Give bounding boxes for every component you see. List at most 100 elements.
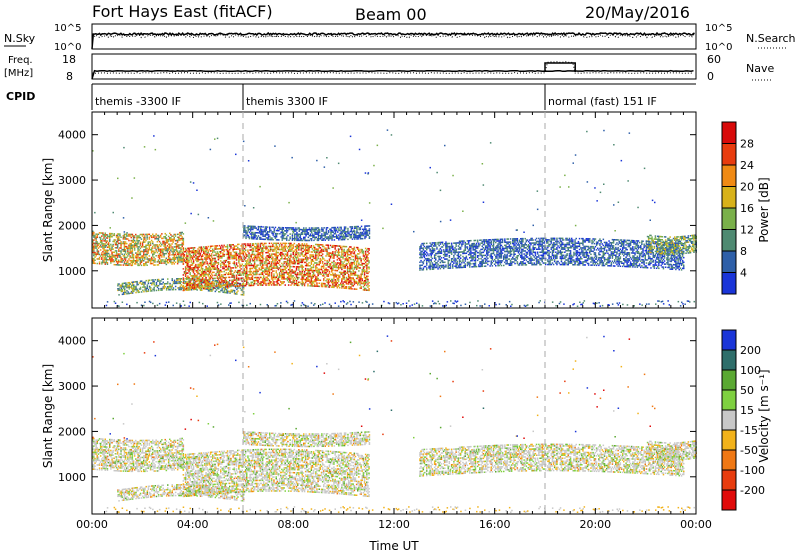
power-pixel bbox=[204, 286, 206, 289]
power-pixel bbox=[246, 277, 248, 279]
power-pixel bbox=[316, 250, 318, 252]
power-pixel bbox=[123, 236, 126, 239]
power-pixel bbox=[428, 267, 430, 269]
power-pixel bbox=[360, 285, 362, 288]
power-pixel bbox=[152, 259, 154, 262]
power-pixel bbox=[297, 266, 299, 268]
power-pixel bbox=[327, 269, 330, 271]
power-pixel bbox=[135, 252, 137, 254]
power-pixel bbox=[364, 253, 367, 256]
power-pixel bbox=[448, 248, 451, 251]
power-pixel bbox=[123, 253, 126, 256]
power-pixel bbox=[152, 245, 154, 248]
power-pixel bbox=[153, 252, 155, 254]
power-pixel bbox=[254, 225, 256, 228]
power-pixel bbox=[328, 258, 331, 260]
power-pixel bbox=[115, 244, 118, 246]
power-pixel bbox=[272, 267, 274, 269]
power-pixel bbox=[220, 281, 222, 284]
power-pixel bbox=[246, 266, 248, 268]
power-pixel bbox=[367, 263, 369, 265]
power-pixel bbox=[332, 226, 334, 229]
power-pixel bbox=[254, 236, 256, 239]
power-pixel bbox=[226, 244, 229, 246]
power-pixel bbox=[294, 255, 297, 257]
power-pixel bbox=[431, 251, 434, 253]
power-pixel bbox=[307, 244, 309, 247]
power-pixel bbox=[452, 248, 454, 251]
power-pixel bbox=[321, 236, 323, 238]
power-pixel bbox=[340, 247, 342, 249]
power-pixel bbox=[331, 236, 333, 238]
power-pixel bbox=[337, 266, 340, 269]
power-pixel bbox=[207, 256, 209, 259]
power-pixel bbox=[341, 287, 343, 289]
power-pixel bbox=[277, 228, 279, 230]
power-pixel bbox=[278, 239, 280, 241]
power-pixel bbox=[94, 242, 96, 245]
power-pixel bbox=[364, 252, 367, 254]
power-pixel bbox=[186, 253, 188, 256]
power-pixel bbox=[118, 283, 120, 285]
power-pixel bbox=[136, 256, 138, 259]
power-pixel bbox=[124, 241, 127, 243]
power-pixel bbox=[330, 230, 332, 232]
power-pixel bbox=[227, 252, 230, 254]
power-pixel bbox=[247, 263, 249, 265]
power-pixel bbox=[126, 242, 128, 245]
power-pixel bbox=[154, 244, 156, 246]
power-pixel bbox=[246, 280, 248, 282]
power-pixel bbox=[352, 277, 354, 279]
power-pixel bbox=[347, 277, 350, 279]
power-pixel bbox=[329, 284, 332, 287]
power-pixel bbox=[275, 262, 277, 265]
power-pixel bbox=[163, 248, 165, 250]
power-pixel bbox=[143, 236, 145, 239]
power-pixel bbox=[181, 245, 183, 248]
power-pixel bbox=[261, 232, 263, 234]
power-pixel bbox=[360, 261, 362, 263]
power-pixel bbox=[141, 241, 144, 243]
power-pixel bbox=[132, 253, 135, 256]
power-pixel bbox=[182, 257, 185, 259]
power-pixel bbox=[158, 261, 161, 263]
power-pixel bbox=[150, 290, 152, 292]
power-pixel bbox=[137, 283, 140, 286]
power-pixel bbox=[186, 249, 188, 251]
power-pixel bbox=[339, 237, 341, 239]
power-pixel bbox=[359, 279, 361, 281]
power-pixel bbox=[347, 278, 350, 280]
power-pixel bbox=[186, 283, 188, 285]
power-pixel bbox=[454, 250, 456, 252]
power-pixel bbox=[287, 264, 290, 266]
power-pixel bbox=[335, 229, 338, 232]
power-pixel bbox=[326, 236, 329, 238]
power-pixel bbox=[315, 256, 317, 258]
power-pixel bbox=[283, 265, 285, 268]
power-pixel bbox=[191, 250, 194, 252]
power-pixel bbox=[196, 278, 198, 280]
power-pixel bbox=[216, 287, 219, 290]
power-pixel bbox=[344, 286, 346, 288]
power-pixel bbox=[364, 278, 367, 280]
power-pixel bbox=[287, 227, 289, 229]
power-pixel bbox=[276, 265, 279, 268]
power-pixel bbox=[298, 243, 300, 245]
power-pixel bbox=[368, 288, 370, 290]
power-pixel bbox=[212, 265, 214, 267]
power-pixel bbox=[234, 265, 237, 267]
power-pixel bbox=[260, 276, 263, 279]
power-pixel bbox=[129, 286, 132, 288]
power-pixel bbox=[272, 270, 274, 272]
power-pixel bbox=[287, 234, 289, 237]
power-pixel bbox=[298, 259, 300, 262]
power-pixel bbox=[275, 271, 277, 274]
power-pixel bbox=[355, 233, 357, 236]
power-pixel bbox=[189, 265, 191, 268]
power-pixel bbox=[131, 260, 134, 262]
power-pixel bbox=[265, 226, 268, 228]
power-pixel bbox=[422, 242, 425, 245]
power-pixel bbox=[243, 280, 246, 282]
power-pixel bbox=[114, 254, 117, 257]
power-pixel bbox=[348, 232, 350, 234]
